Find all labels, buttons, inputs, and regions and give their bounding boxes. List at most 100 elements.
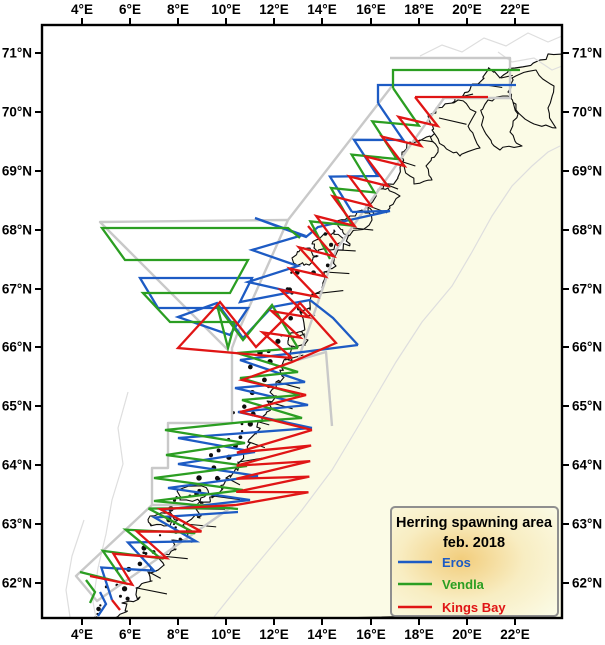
map-interior: Herring spawning area feb. 2018 Eros Ven… xyxy=(42,25,562,618)
track-segment xyxy=(391,68,520,88)
skerry xyxy=(158,534,162,537)
fjord-line xyxy=(438,117,467,125)
track-segment xyxy=(89,503,237,587)
track-segment xyxy=(376,83,516,103)
track-segment xyxy=(99,226,301,353)
skerry xyxy=(118,594,122,598)
legend-title-line2: feb. 2018 xyxy=(443,535,505,551)
axis-label-top: 10°E xyxy=(211,2,240,17)
axis-label-right: 66°N xyxy=(572,340,602,355)
axis-label-left: 69°N xyxy=(2,164,32,179)
axis-label-bottom: 8°E xyxy=(167,627,189,642)
axis-label-left: 64°N xyxy=(2,458,32,473)
fjord-line xyxy=(212,495,241,501)
skerry xyxy=(288,315,293,321)
axis-label-left: 67°N xyxy=(2,282,32,297)
fjord-line xyxy=(312,290,344,295)
axis-label-right: 69°N xyxy=(572,164,602,179)
faint-line xyxy=(213,145,561,618)
skerry xyxy=(172,523,176,526)
axis-label-top: 18°E xyxy=(404,2,433,17)
legend-label-eros: Eros xyxy=(442,555,471,570)
legend-box: Herring spawning area feb. 2018 Eros Ven… xyxy=(390,506,559,617)
legend-background xyxy=(390,506,559,617)
axis-label-right: 63°N xyxy=(572,517,602,532)
skerry xyxy=(323,232,328,236)
axis-label-bottom: 10°E xyxy=(211,627,240,642)
faint-line xyxy=(419,32,562,57)
axis-label-bottom: 14°E xyxy=(307,627,336,642)
skerry xyxy=(209,453,214,458)
axis-label-bottom: 16°E xyxy=(356,627,385,642)
axis-label-right: 62°N xyxy=(572,576,602,591)
skerry xyxy=(329,242,334,247)
island xyxy=(507,69,557,129)
axis-label-top: 22°E xyxy=(500,2,529,17)
track-segment xyxy=(99,510,239,601)
skerry xyxy=(96,606,101,612)
axis-label-left: 68°N xyxy=(2,223,32,238)
axis-label-bottom: 22°E xyxy=(500,627,529,642)
axis-label-bottom: 12°E xyxy=(259,627,288,642)
fjord-line xyxy=(352,227,374,231)
axis-label-left: 62°N xyxy=(2,576,32,591)
skerry xyxy=(178,537,182,542)
skerry xyxy=(315,254,318,258)
axis-label-top: 16°E xyxy=(356,2,385,17)
axis-label-left: 65°N xyxy=(2,399,32,414)
skerry xyxy=(262,377,267,383)
skerry xyxy=(247,364,253,370)
fjord-line xyxy=(338,249,356,252)
axis-label-right: 68°N xyxy=(572,223,602,238)
vessel-tracks xyxy=(79,68,520,617)
axis-label-bottom: 20°E xyxy=(452,627,481,642)
fjord-line xyxy=(248,441,266,449)
axis-label-left: 70°N xyxy=(2,105,32,120)
track-segment xyxy=(234,343,359,430)
map-frame xyxy=(35,18,569,625)
skerry xyxy=(214,475,220,481)
skerry xyxy=(125,596,130,601)
skerry xyxy=(242,404,247,409)
track-kings-bay xyxy=(89,95,488,611)
axis-label-top: 20°E xyxy=(452,2,481,17)
skerry xyxy=(275,338,281,344)
axis-label-right: 65°N xyxy=(572,399,602,414)
fjord-line xyxy=(136,587,168,595)
track-segment xyxy=(111,599,121,611)
axis-label-right: 64°N xyxy=(572,458,602,473)
skerry xyxy=(240,430,244,433)
track-segment xyxy=(85,579,97,604)
axis-label-top: 12°E xyxy=(259,2,288,17)
axis-label-top: 6°E xyxy=(119,2,141,17)
axis-label-left: 71°N xyxy=(2,46,32,61)
fjord-line xyxy=(420,139,434,143)
track-segment xyxy=(308,87,422,260)
axis-label-top: 4°E xyxy=(71,2,93,17)
axis-label-right: 70°N xyxy=(572,105,602,120)
axis-label-bottom: 6°E xyxy=(119,627,141,642)
legend-title-line1: Herring spawning area xyxy=(396,515,553,531)
track-segment xyxy=(175,300,338,432)
axis-label-top: 8°E xyxy=(167,2,189,17)
axis-label-left: 66°N xyxy=(2,340,32,355)
frame-border xyxy=(40,23,564,620)
skerry xyxy=(325,263,330,268)
skerry xyxy=(99,604,102,607)
legend-label-vendla: Vendla xyxy=(442,577,485,592)
skerry xyxy=(238,435,243,440)
skerry xyxy=(137,561,143,567)
axis-label-bottom: 18°E xyxy=(404,627,433,642)
axis-label-left: 63°N xyxy=(2,517,32,532)
island xyxy=(480,95,523,151)
track-segment xyxy=(79,506,231,586)
land-coastline xyxy=(93,53,562,618)
faint-line xyxy=(65,519,85,618)
track-segment xyxy=(235,428,313,507)
axis-label-top: 14°E xyxy=(307,2,336,17)
skerry xyxy=(216,448,221,453)
survey-area-outline xyxy=(74,504,234,603)
skerry xyxy=(196,475,202,481)
